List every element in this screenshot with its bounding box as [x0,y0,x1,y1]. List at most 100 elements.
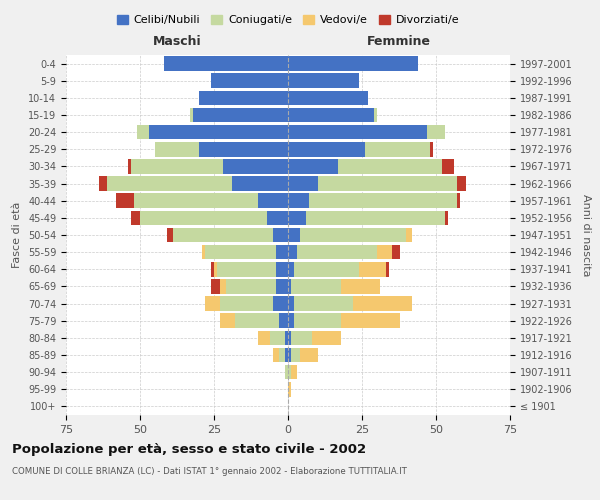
Bar [300,348,317,362]
Bar [392,245,400,260]
Bar [137,125,149,140]
Bar [214,262,217,276]
Bar [190,108,193,122]
Bar [270,330,285,345]
Bar [288,279,291,293]
Bar [199,142,288,156]
Text: Popolazione per età, sesso e stato civile - 2002: Popolazione per età, sesso e stato civil… [12,442,366,456]
Bar [288,228,300,242]
Bar [276,262,288,276]
Bar [276,245,288,260]
Text: COMUNE DI COLLE BRIANZA (LC) - Dati ISTAT 1° gennaio 2002 - Elaborazione TUTTITA: COMUNE DI COLLE BRIANZA (LC) - Dati ISTA… [12,468,407,476]
Bar [457,176,466,191]
Bar [288,382,291,396]
Bar [288,314,294,328]
Bar [202,245,205,260]
Bar [288,159,338,174]
Bar [288,176,317,191]
Bar [353,296,412,311]
Bar [288,74,359,88]
Bar [134,194,259,208]
Bar [311,330,341,345]
Bar [365,142,430,156]
Bar [288,90,368,105]
Bar [279,348,285,362]
Bar [288,296,294,311]
Bar [259,194,288,208]
Bar [309,194,457,208]
Bar [294,262,359,276]
Bar [288,108,374,122]
Bar [211,262,214,276]
Bar [288,348,291,362]
Bar [235,314,279,328]
Bar [276,279,288,293]
Bar [273,348,279,362]
Bar [297,245,377,260]
Bar [107,176,232,191]
Bar [285,348,288,362]
Bar [386,262,389,276]
Bar [288,56,418,71]
Bar [288,330,291,345]
Bar [140,210,267,225]
Y-axis label: Fasce di età: Fasce di età [13,202,22,268]
Y-axis label: Anni di nascita: Anni di nascita [581,194,591,276]
Bar [288,142,365,156]
Bar [193,108,288,122]
Bar [306,210,445,225]
Bar [164,56,288,71]
Bar [173,228,273,242]
Bar [279,314,288,328]
Bar [220,296,273,311]
Bar [288,262,294,276]
Bar [291,365,297,380]
Bar [291,279,341,293]
Bar [220,314,235,328]
Bar [273,228,288,242]
Bar [288,194,309,208]
Bar [406,228,412,242]
Bar [167,228,173,242]
Bar [291,348,300,362]
Text: Femmine: Femmine [367,35,431,48]
Bar [199,90,288,105]
Bar [377,245,392,260]
Text: Maschi: Maschi [152,35,202,48]
Bar [359,262,386,276]
Bar [205,245,276,260]
Bar [149,125,288,140]
Bar [285,330,288,345]
Bar [294,314,341,328]
Bar [223,159,288,174]
Bar [341,314,400,328]
Bar [288,245,297,260]
Bar [291,330,311,345]
Legend: Celibi/Nubili, Coniugati/e, Vedovi/e, Divorziati/e: Celibi/Nubili, Coniugati/e, Vedovi/e, Di… [112,10,464,29]
Bar [217,262,276,276]
Bar [374,108,377,122]
Bar [317,176,457,191]
Bar [288,210,306,225]
Bar [220,279,226,293]
Bar [427,125,445,140]
Bar [211,74,288,88]
Bar [430,142,433,156]
Bar [288,125,427,140]
Bar [98,176,107,191]
Bar [232,176,288,191]
Bar [131,159,223,174]
Bar [442,159,454,174]
Bar [285,365,288,380]
Bar [338,159,442,174]
Bar [300,228,406,242]
Bar [211,279,220,293]
Bar [294,296,353,311]
Bar [341,279,380,293]
Bar [205,296,220,311]
Bar [226,279,276,293]
Bar [131,210,140,225]
Bar [288,365,291,380]
Bar [259,330,270,345]
Bar [116,194,134,208]
